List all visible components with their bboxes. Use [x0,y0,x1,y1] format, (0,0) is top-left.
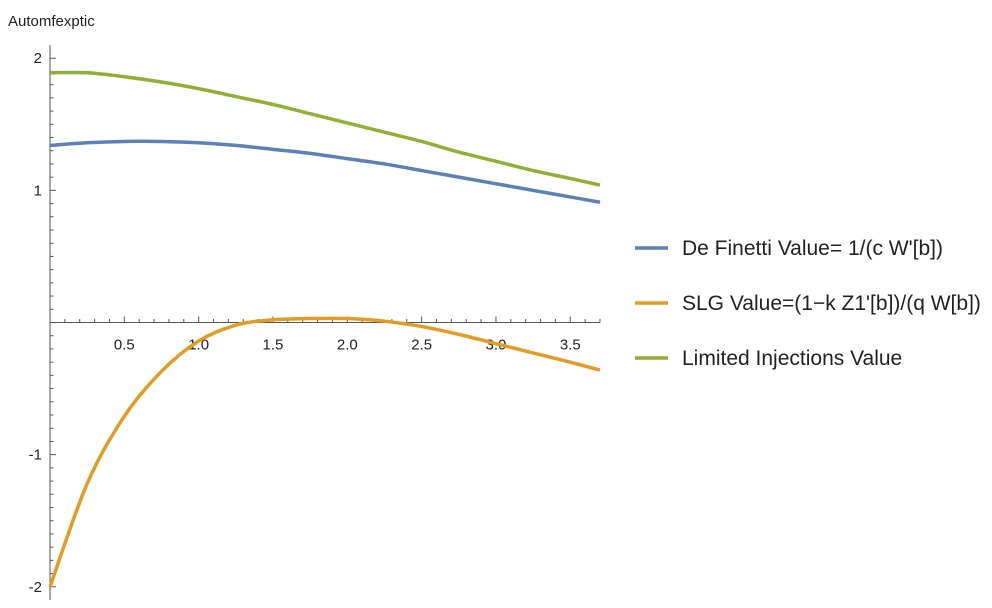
y-tick-label: 1 [34,182,42,199]
x-tick-label: 1.5 [263,337,284,354]
x-tick-label: 2.5 [411,337,432,354]
series-line-1 [49,139,601,204]
x-tick-label: 2.0 [337,337,358,354]
y-tick-label: -2 [29,579,42,596]
series-line-2 [48,316,601,588]
legend-label: De Finetti Value= 1/(c W'[b]) [682,237,943,260]
axes [49,45,600,600]
legend-label: Limited Injections Value [682,347,902,370]
series-line-3 [49,70,601,187]
x-tick-label: 1.0 [188,337,209,354]
y-tick-label: 2 [34,50,42,67]
chart-title: Automfexptic [8,13,95,30]
x-tick-label: 0.5 [114,337,135,354]
legend-label: SLG Value=(1−k Z1'[b])/(q W[b]) [682,292,981,315]
x-tick-label: 3.5 [560,337,581,354]
series-lines [48,70,601,588]
y-ticks: -2 -1 1 2 [29,50,56,596]
legend: De Finetti Value= 1/(c W'[b]) SLG Value=(… [635,237,981,370]
y-tick-label: -1 [29,447,42,464]
